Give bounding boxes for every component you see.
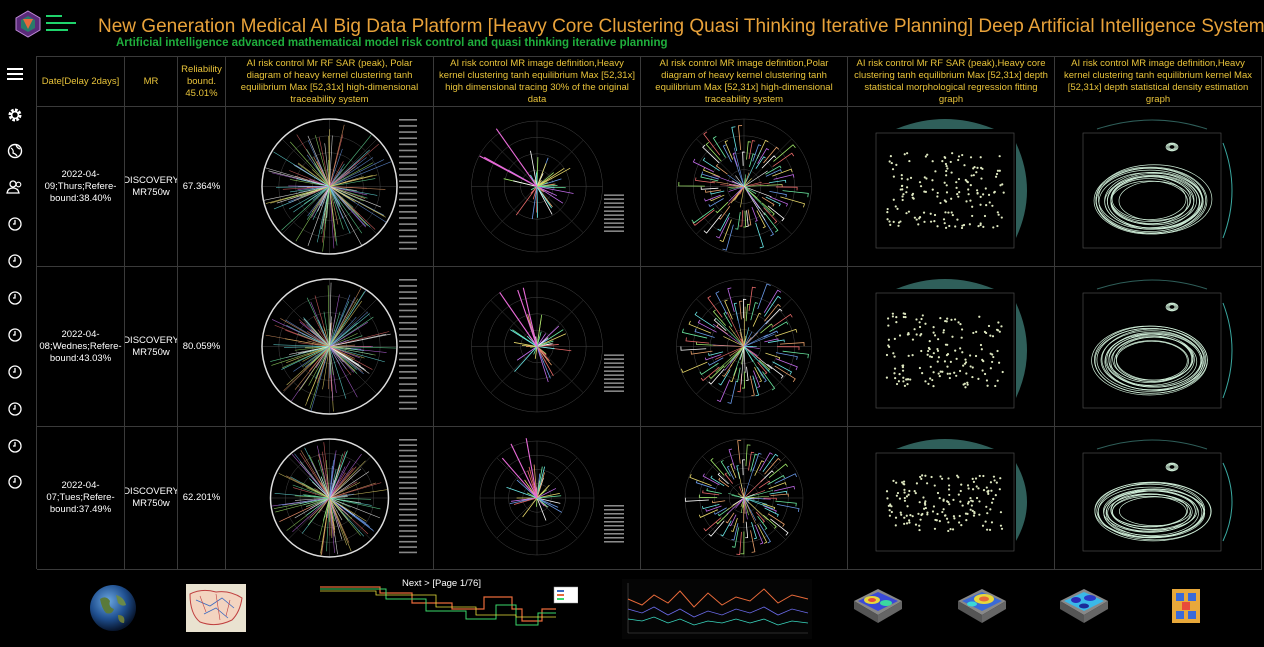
table-row-date: 2022-04-07;Tues;Refere-bound:37.49%: [37, 427, 125, 570]
gear-icon[interactable]: [5, 105, 25, 125]
column-header-definition-tracing: AI risk control MR image definition,Heav…: [434, 57, 641, 107]
map-thumbnail[interactable]: [186, 584, 246, 632]
table-row-mr: DISCOVERY MR750w: [125, 267, 178, 427]
column-header-definition-polar: AI risk control MR image definition,Pola…: [641, 57, 848, 107]
column-header-density-estimation: AI risk control MR image definition,Heav…: [1055, 57, 1262, 107]
clock-icon[interactable]: [5, 436, 25, 456]
app-logo-icon[interactable]: [14, 10, 42, 38]
page-subtitle: Artificial intelligence advanced mathema…: [116, 37, 668, 49]
surface-plot-thumbnail-2[interactable]: [954, 575, 1010, 635]
clock-icon[interactable]: [5, 214, 25, 234]
polar-diagram-bars[interactable]: [641, 107, 848, 267]
menu-toggle-icon[interactable]: [46, 15, 76, 31]
polar-diagram-sparse[interactable]: [434, 267, 641, 427]
app-header: New Generation Medical AI Big Data Platf…: [0, 0, 1264, 56]
clock-icon[interactable]: [5, 362, 25, 382]
results-table: Date[Delay 2days] MR Reliability bound. …: [36, 56, 1262, 570]
column-header-date: Date[Delay 2days]: [37, 57, 125, 107]
table-row-mr: DISCOVERY MR750w: [125, 107, 178, 267]
clock-icon[interactable]: [5, 399, 25, 419]
polar-diagram-dense[interactable]: [226, 107, 434, 267]
table-row-date: 2022-04-09;Thurs;Refere-bound:38.40%: [37, 107, 125, 267]
globe-icon[interactable]: [5, 141, 25, 161]
column-header-mr: MR: [125, 57, 178, 107]
density-contour-plot[interactable]: [1055, 267, 1262, 427]
multi-line-chart[interactable]: [622, 579, 812, 639]
clock-icon[interactable]: [5, 251, 25, 271]
table-row-date: 2022-04-08;Wednes;Refere-bound:43.03%: [37, 267, 125, 427]
polar-diagram-bars[interactable]: [641, 267, 848, 427]
regression-scatter-plot[interactable]: [848, 107, 1055, 267]
heatmap-thumbnail[interactable]: [1158, 575, 1214, 635]
column-header-reliability: Reliability bound. 45.01%: [178, 57, 226, 107]
density-contour-plot[interactable]: [1055, 107, 1262, 267]
column-header-polar-sar: AI risk control Mr RF SAR (peak), Polar …: [226, 57, 434, 107]
sidebar: [0, 56, 32, 647]
table-row-reliability: 80.059%: [178, 267, 226, 427]
menu-icon[interactable]: [5, 64, 25, 84]
surface-plot-thumbnail-1[interactable]: [850, 575, 906, 635]
table-row-reliability: 62.201%: [178, 427, 226, 570]
table-row-mr: DISCOVERY MR750w: [125, 427, 178, 570]
footer-bar: Next > [Page 1/76]: [36, 569, 1262, 647]
polar-diagram-dense[interactable]: [226, 427, 434, 570]
clock-icon[interactable]: [5, 325, 25, 345]
page-title: New Generation Medical AI Big Data Platf…: [98, 16, 1264, 37]
column-header-regression-fitting: AI risk control Mr RF SAR (peak),Heavy c…: [848, 57, 1055, 107]
next-page-link[interactable]: Next > [Page 1/76]: [402, 578, 481, 589]
regression-scatter-plot[interactable]: [848, 427, 1055, 570]
regression-scatter-plot[interactable]: [848, 267, 1055, 427]
surface-plot-thumbnail-3[interactable]: [1056, 575, 1112, 635]
density-contour-plot[interactable]: [1055, 427, 1262, 570]
polar-diagram-sparse[interactable]: [434, 427, 641, 570]
clock-icon[interactable]: [5, 472, 25, 492]
polar-diagram-dense[interactable]: [226, 267, 434, 427]
polar-diagram-bars[interactable]: [641, 427, 848, 570]
polar-diagram-sparse[interactable]: [434, 107, 641, 267]
users-icon[interactable]: [5, 177, 25, 197]
earth-globe-thumbnail[interactable]: [88, 583, 138, 633]
step-line-chart[interactable]: [316, 579, 578, 635]
clock-icon[interactable]: [5, 288, 25, 308]
table-row-reliability: 67.364%: [178, 107, 226, 267]
